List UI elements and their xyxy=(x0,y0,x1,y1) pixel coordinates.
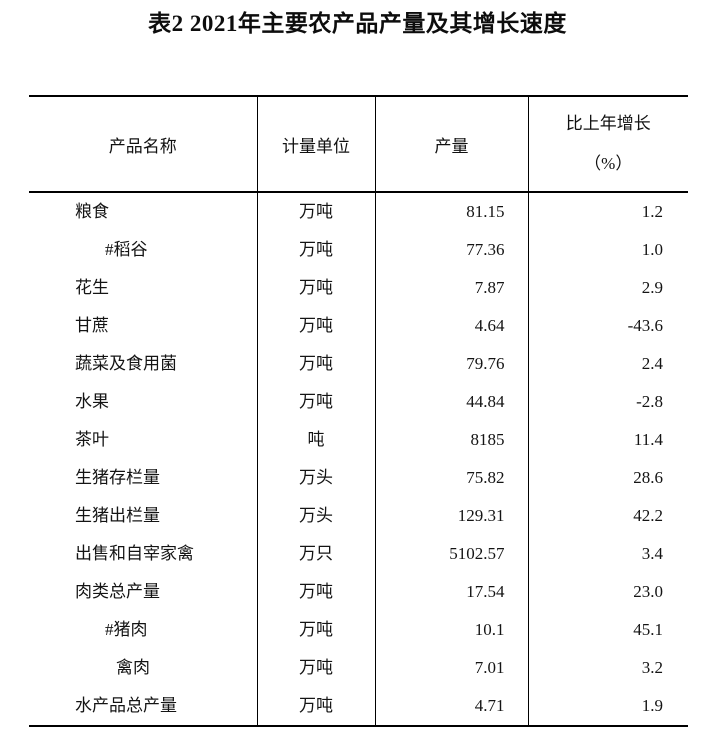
product-cell: 花生 xyxy=(29,269,258,307)
unit-cell: 万吨 xyxy=(257,611,376,649)
table-row: 花生 万吨 7.87 2.9 xyxy=(29,269,688,307)
growth-cell: 1.0 xyxy=(641,240,663,259)
product-cell: 粮食 xyxy=(29,192,258,231)
table-row: 出售和自宰家禽 万只 5102.57 3.4 xyxy=(29,535,688,573)
product-cell: 茶叶 xyxy=(29,421,258,459)
unit-cell: 万吨 xyxy=(257,269,376,307)
product-cell: 出售和自宰家禽 xyxy=(29,535,258,573)
growth-cell: 2.4 xyxy=(641,354,663,373)
table-row: #稻谷 万吨 77.36 1.0 xyxy=(29,231,688,269)
growth-cell: 23.0 xyxy=(633,582,663,601)
output-cell: 129.31 xyxy=(375,497,529,535)
unit-cell: 万吨 xyxy=(257,192,376,231)
output-cell: 10.1 xyxy=(375,611,529,649)
output-cell: 44.84 xyxy=(375,383,529,421)
product-cell: 生猪出栏量 xyxy=(29,497,258,535)
product-cell: 水产品总产量 xyxy=(29,687,258,726)
agri-products-table: 产品名称 计量单位 产量 比上年增长 （%） 粮食 万吨 81.15 1.2 #… xyxy=(29,95,688,727)
output-cell: 17.54 xyxy=(375,573,529,611)
output-cell: 77.36 xyxy=(375,231,529,269)
growth-cell: 3.2 xyxy=(641,658,663,677)
table-row: 粮食 万吨 81.15 1.2 xyxy=(29,192,688,231)
unit-cell: 万吨 xyxy=(257,383,376,421)
output-cell: 81.15 xyxy=(375,192,529,231)
output-cell: 75.82 xyxy=(375,459,529,497)
product-cell: 蔬菜及食用菌 xyxy=(29,345,258,383)
output-cell: 79.76 xyxy=(375,345,529,383)
unit-cell: 万吨 xyxy=(257,307,376,345)
table-header: 产品名称 计量单位 产量 比上年增长 （%） xyxy=(29,96,688,193)
header-product: 产品名称 xyxy=(29,96,258,193)
table-row: 水产品总产量 万吨 4.71 1.9 xyxy=(29,687,688,726)
header-growth-line1: 比上年增长 xyxy=(565,114,651,133)
product-cell: 甘蔗 xyxy=(29,307,258,345)
growth-cell: -2.8 xyxy=(636,392,663,411)
page-title: 表2 2021年主要农产品产量及其增长速度 xyxy=(148,11,567,36)
product-cell: 肉类总产量 xyxy=(29,573,258,611)
output-cell: 4.64 xyxy=(375,307,529,345)
growth-cell: 45.1 xyxy=(633,620,663,639)
header-unit: 计量单位 xyxy=(257,96,376,193)
unit-cell: 吨 xyxy=(257,421,376,459)
table-row: 水果 万吨 44.84 -2.8 xyxy=(29,383,688,421)
growth-cell: 42.2 xyxy=(633,506,663,525)
unit-cell: 万吨 xyxy=(257,687,376,726)
growth-cell: 2.9 xyxy=(641,278,663,297)
header-growth: 比上年增长 （%） xyxy=(528,96,688,193)
growth-cell: 28.6 xyxy=(633,468,663,487)
table-row: 禽肉 万吨 7.01 3.2 xyxy=(29,649,688,687)
table-row: 甘蔗 万吨 4.64 -43.6 xyxy=(29,307,688,345)
table-row: #猪肉 万吨 10.1 45.1 xyxy=(29,611,688,649)
output-cell: 4.71 xyxy=(375,687,529,726)
growth-cell: 11.4 xyxy=(633,430,663,449)
growth-cell: 1.2 xyxy=(641,202,663,221)
unit-cell: 万吨 xyxy=(257,345,376,383)
table-row: 肉类总产量 万吨 17.54 23.0 xyxy=(29,573,688,611)
product-cell: 水果 xyxy=(29,383,258,421)
product-cell: 禽肉 xyxy=(29,649,258,687)
unit-cell: 万头 xyxy=(257,459,376,497)
product-cell: 生猪存栏量 xyxy=(29,459,258,497)
product-cell: #稻谷 xyxy=(29,231,258,269)
table-row: 茶叶 吨 8185 11.4 xyxy=(29,421,688,459)
growth-cell: 3.4 xyxy=(641,544,663,563)
growth-cell: 1.9 xyxy=(641,696,663,715)
table-body: 粮食 万吨 81.15 1.2 #稻谷 万吨 77.36 1.0 花生 万吨 7… xyxy=(29,192,688,726)
output-cell: 5102.57 xyxy=(375,535,529,573)
unit-cell: 万吨 xyxy=(257,231,376,269)
output-cell: 7.87 xyxy=(375,269,529,307)
header-row: 产品名称 计量单位 产量 比上年增长 （%） xyxy=(29,96,688,193)
growth-cell: -43.6 xyxy=(627,316,663,335)
header-output: 产量 xyxy=(375,96,529,193)
output-cell: 7.01 xyxy=(375,649,529,687)
unit-cell: 万吨 xyxy=(257,649,376,687)
header-growth-line2: （%） xyxy=(584,154,633,173)
unit-cell: 万只 xyxy=(257,535,376,573)
product-cell: #猪肉 xyxy=(29,611,258,649)
table-row: 生猪存栏量 万头 75.82 28.6 xyxy=(29,459,688,497)
unit-cell: 万头 xyxy=(257,497,376,535)
table-row: 蔬菜及食用菌 万吨 79.76 2.4 xyxy=(29,345,688,383)
output-cell: 8185 xyxy=(375,421,529,459)
unit-cell: 万吨 xyxy=(257,573,376,611)
table-row: 生猪出栏量 万头 129.31 42.2 xyxy=(29,497,688,535)
